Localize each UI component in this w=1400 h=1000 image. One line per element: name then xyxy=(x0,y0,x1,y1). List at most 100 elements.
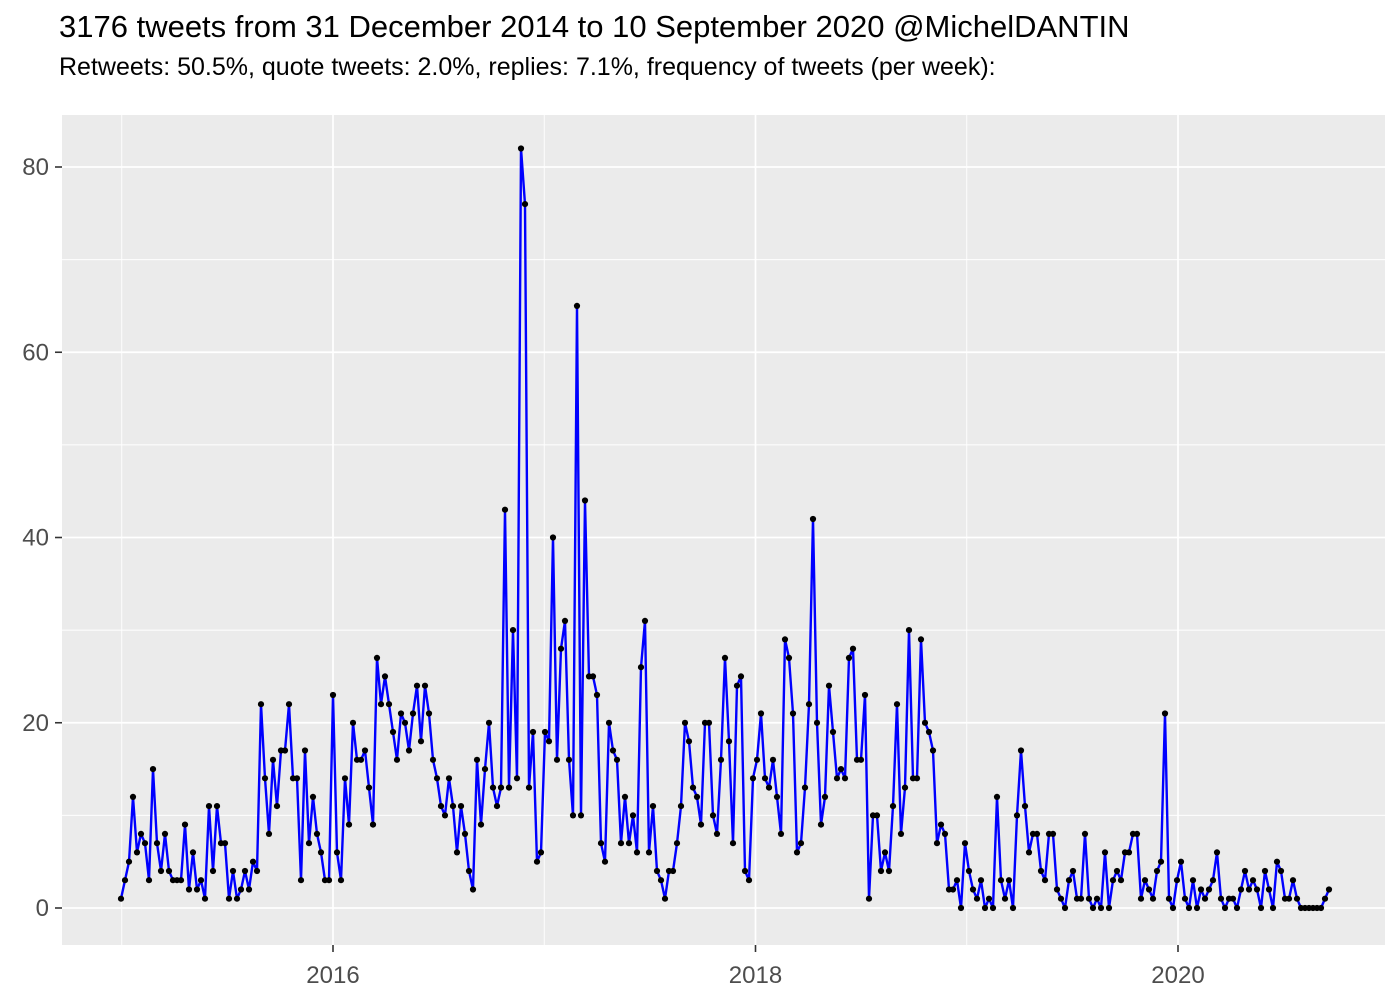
data-point xyxy=(1101,849,1109,856)
data-point xyxy=(361,747,369,754)
chart-subtitle: Retweets: 50.5%, quote tweets: 2.0%, rep… xyxy=(59,53,996,82)
data-point xyxy=(933,840,941,847)
data-point xyxy=(717,756,725,763)
data-point xyxy=(1249,877,1257,884)
data-point xyxy=(273,803,281,810)
data-point xyxy=(461,830,469,838)
data-point xyxy=(161,830,169,838)
data-point xyxy=(1021,803,1029,810)
data-point xyxy=(637,664,645,671)
data-point xyxy=(829,728,837,736)
data-point xyxy=(333,849,341,856)
data-point xyxy=(129,793,137,801)
data-point xyxy=(329,691,337,699)
data-point xyxy=(281,747,289,754)
data-point xyxy=(513,775,521,782)
data-point xyxy=(537,849,545,856)
data-point xyxy=(209,867,217,875)
data-point xyxy=(185,886,193,893)
data-point xyxy=(925,728,933,736)
data-point xyxy=(793,849,801,856)
data-point xyxy=(405,747,413,754)
data-point xyxy=(753,756,761,763)
data-point xyxy=(797,840,805,847)
data-point xyxy=(501,506,509,513)
data-point xyxy=(817,821,825,828)
data-point xyxy=(225,895,233,902)
y-tick-label: 0 xyxy=(36,895,49,922)
data-point xyxy=(633,849,641,856)
data-point xyxy=(493,803,501,810)
plot-panel xyxy=(62,115,1385,945)
data-point xyxy=(1061,904,1069,912)
data-point xyxy=(149,766,157,773)
data-point xyxy=(237,886,245,893)
data-point xyxy=(1053,886,1061,893)
data-point xyxy=(1017,747,1025,754)
data-point xyxy=(197,877,205,884)
data-point xyxy=(397,710,405,717)
data-point xyxy=(1149,895,1157,902)
data-point xyxy=(193,886,201,893)
data-point xyxy=(1201,895,1209,902)
data-point xyxy=(1213,849,1221,856)
data-point xyxy=(957,904,965,912)
data-point xyxy=(1165,895,1173,902)
data-point xyxy=(1237,886,1245,893)
data-point xyxy=(1081,830,1089,838)
data-point xyxy=(529,728,537,736)
data-point xyxy=(613,756,621,763)
data-point xyxy=(545,738,553,745)
data-point xyxy=(297,877,305,884)
data-point xyxy=(989,904,997,912)
data-point xyxy=(641,617,649,625)
data-point xyxy=(1049,830,1057,838)
data-point xyxy=(313,830,321,838)
data-point xyxy=(785,654,793,662)
data-point xyxy=(769,756,777,763)
data-point xyxy=(181,821,189,828)
data-point xyxy=(1245,886,1253,893)
data-point xyxy=(1041,877,1049,884)
x-axis: 2016 2018 2020 xyxy=(306,945,1205,989)
data-point xyxy=(1093,895,1101,902)
data-point xyxy=(1069,867,1077,875)
data-point xyxy=(561,617,569,625)
data-point xyxy=(601,858,609,865)
data-point xyxy=(1089,904,1097,912)
data-point xyxy=(121,877,129,884)
data-point xyxy=(377,701,385,708)
data-point xyxy=(889,803,897,810)
data-point xyxy=(673,840,681,847)
data-point xyxy=(1085,895,1093,902)
data-point xyxy=(725,738,733,745)
data-point xyxy=(1229,895,1237,902)
data-point xyxy=(733,682,741,689)
data-point xyxy=(813,719,821,726)
data-point xyxy=(221,840,229,847)
data-point xyxy=(861,691,869,699)
data-point xyxy=(465,867,473,875)
data-point xyxy=(777,830,785,838)
data-point xyxy=(709,812,717,819)
data-point xyxy=(885,867,893,875)
data-point xyxy=(489,784,497,791)
data-point xyxy=(1009,904,1017,912)
data-point xyxy=(985,895,993,902)
data-point xyxy=(649,803,657,810)
data-point xyxy=(1221,904,1229,912)
data-point xyxy=(645,849,653,856)
data-point xyxy=(477,821,485,828)
data-point xyxy=(401,719,409,726)
data-point xyxy=(629,812,637,819)
data-point xyxy=(349,719,357,726)
data-point xyxy=(265,830,273,838)
data-point xyxy=(117,895,125,902)
data-point xyxy=(1153,867,1161,875)
data-point xyxy=(669,867,677,875)
data-point xyxy=(1133,830,1141,838)
data-point xyxy=(621,793,629,801)
data-point xyxy=(241,867,249,875)
data-point xyxy=(1293,895,1301,902)
data-point xyxy=(1205,886,1213,893)
